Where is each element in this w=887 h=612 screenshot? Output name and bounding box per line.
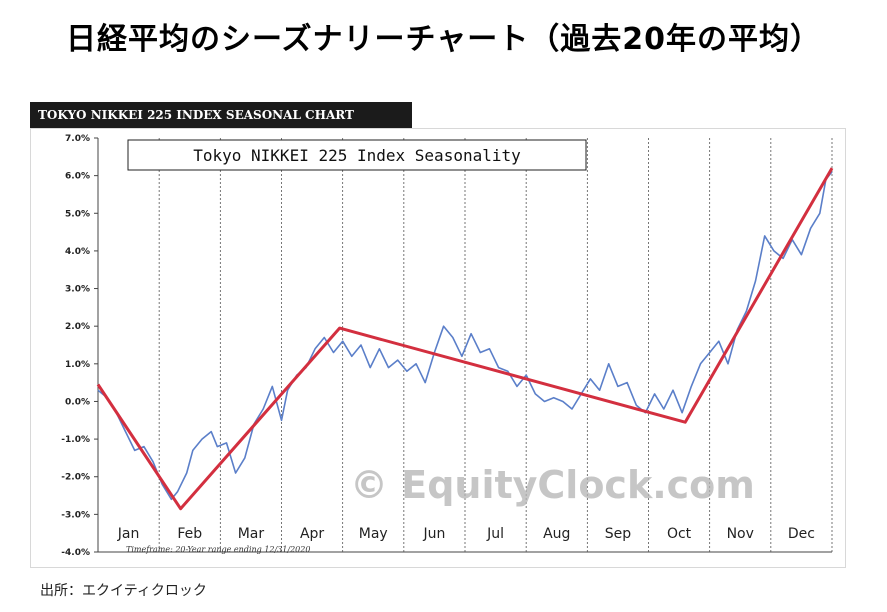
trend-line — [96, 167, 834, 511]
y-tick-label: 4.0% — [65, 247, 90, 257]
y-tick-label: -2.0% — [61, 473, 90, 483]
watermark: © EquityClock.com — [350, 463, 755, 507]
timeframe-note: Timeframe: 20-Year range ending 12/31/20… — [126, 545, 310, 554]
y-tick-label: 3.0% — [65, 285, 90, 295]
x-tick-label: Sep — [605, 526, 632, 542]
chart-banner: TOKYO NIKKEI 225 INDEX SEASONAL CHART — [30, 102, 412, 128]
seasonality-chart: 7.0% 6.0% 5.0% 4.0% 3.0% 2.0% 1.0% 0.0% -1.0% -2.… — [61, 134, 834, 558]
x-tick-label: Jul — [486, 526, 504, 542]
y-tick-label: 0.0% — [65, 397, 90, 407]
page-title: 日経平均のシーズナリーチャート（過去20年の平均） — [66, 22, 821, 57]
x-tick-label: Feb — [177, 526, 202, 542]
grid-lines — [97, 138, 833, 553]
y-tick-label: 7.0% — [65, 134, 90, 144]
y-tick-label: 5.0% — [65, 209, 90, 219]
y-tick-label: -3.0% — [61, 510, 90, 520]
x-tick-label: Oct — [667, 526, 692, 542]
seasonal-average-line — [97, 171, 833, 501]
x-tick-label: Apr — [300, 526, 324, 542]
series-lines — [96, 167, 834, 511]
y-tick-label: 1.0% — [65, 360, 90, 370]
source-note: 出所：エクイティクロック — [40, 583, 207, 599]
x-tick-label: Jan — [117, 526, 140, 542]
x-tick-label: Aug — [543, 526, 570, 542]
x-tick-label: Nov — [727, 526, 754, 542]
y-tick-label: 6.0% — [65, 172, 90, 182]
x-tick-label: Mar — [238, 526, 265, 542]
x-axis-ticks: Jan Feb Mar Apr May Jun Jul Aug Sep Oct Nov Dec — [117, 526, 815, 542]
y-tick-label: -1.0% — [61, 435, 90, 445]
y-axis-ticks: 7.0% 6.0% 5.0% 4.0% 3.0% 2.0% 1.0% 0.0% -1.0% -2.… — [61, 134, 98, 558]
x-tick-label: Jun — [422, 526, 445, 542]
chart-title: Tokyo NIKKEI 225 Index Seasonality — [193, 146, 521, 165]
x-tick-label: May — [359, 526, 388, 542]
y-tick-label: -4.0% — [61, 548, 90, 558]
x-tick-label: Dec — [788, 526, 815, 542]
chart-title-box — [127, 139, 587, 171]
y-tick-label: 2.0% — [65, 322, 90, 332]
